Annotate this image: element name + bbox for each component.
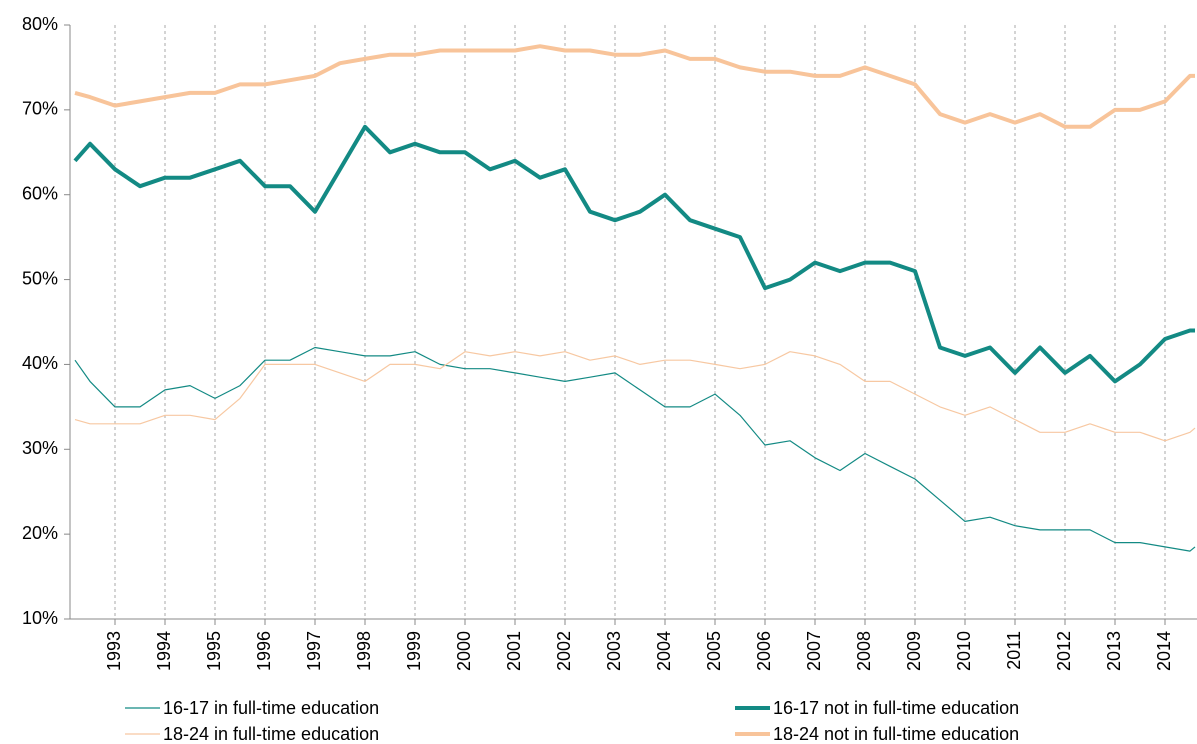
x-tick-label: 2001 (504, 631, 524, 671)
x-tick-label: 2007 (804, 631, 824, 671)
y-tick-label: 30% (22, 438, 58, 458)
y-tick-label: 50% (22, 268, 58, 288)
x-tick-label: 2000 (454, 631, 474, 671)
legend-label: 16-17 in full-time education (163, 698, 379, 718)
legend-label: 18-24 not in full-time education (773, 724, 1019, 744)
x-tick-label: 2010 (954, 631, 974, 671)
x-tick-label: 1998 (354, 631, 374, 671)
y-tick-label: 20% (22, 523, 58, 543)
x-tick-label: 1999 (404, 631, 424, 671)
y-tick-label: 80% (22, 14, 58, 34)
x-tick-label: 2002 (554, 631, 574, 671)
x-tick-label: 2014 (1154, 631, 1174, 671)
series-line (74, 346, 1196, 552)
x-tick-label: 2009 (904, 631, 924, 671)
x-tick-label: 1996 (254, 631, 274, 671)
x-tick-label: 1995 (204, 631, 224, 671)
x-tick-label: 2011 (1004, 631, 1024, 670)
y-tick-label: 40% (22, 353, 58, 373)
legend-label: 16-17 not in full-time education (773, 698, 1019, 718)
x-tick-label: 1994 (154, 631, 174, 671)
x-tick-label: 2004 (654, 631, 674, 671)
x-tick-label: 2012 (1054, 631, 1074, 671)
x-tick-label: 2005 (704, 631, 724, 671)
y-tick-label: 70% (22, 99, 58, 119)
series-line (73, 124, 1195, 384)
x-tick-label: 2013 (1104, 631, 1124, 671)
x-tick-label: 1997 (304, 631, 324, 671)
x-tick-label: 1993 (104, 631, 124, 671)
y-tick-label: 60% (22, 183, 58, 203)
x-tick-label: 2003 (604, 631, 624, 671)
x-tick-label: 2006 (754, 631, 774, 671)
x-tick-label: 2008 (854, 631, 874, 671)
series-line (74, 351, 1196, 442)
y-tick-label: 10% (22, 608, 58, 628)
legend-label: 18-24 in full-time education (163, 724, 379, 744)
series-line (74, 44, 1195, 129)
